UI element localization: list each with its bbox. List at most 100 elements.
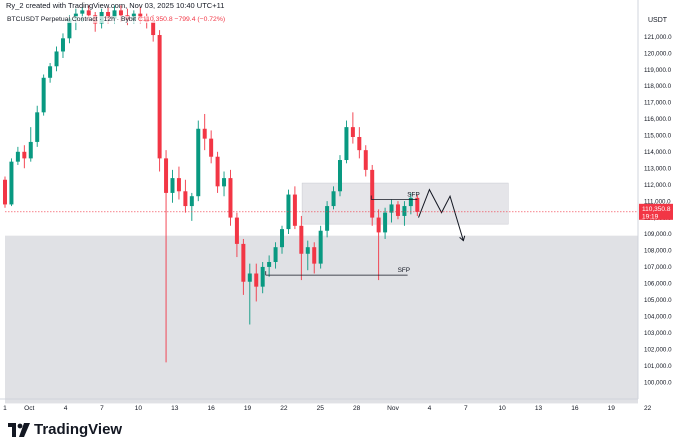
candle-body: [395, 204, 400, 216]
price-tick-label: 102,000.0: [644, 346, 672, 353]
price-tick-label: 100,000.0: [644, 379, 672, 386]
candle-body: [151, 21, 156, 36]
time-tick-label: 7: [100, 405, 104, 412]
brand-name: TradingView: [34, 421, 123, 438]
time-tick-label: 28: [353, 405, 361, 412]
price-tick-label: 105,000.0: [644, 297, 672, 304]
price-tick-label: 112,000.0: [644, 182, 672, 189]
tradingview-logo[interactable]: TradingView: [8, 421, 122, 438]
candle-body: [415, 197, 420, 212]
candle-body: [376, 217, 381, 233]
candle-body: [408, 197, 413, 207]
time-tick-label: 19: [244, 405, 252, 412]
candle-body: [9, 161, 14, 205]
candle-body: [254, 273, 259, 287]
candle-body: [60, 38, 65, 52]
last-price-tag: [639, 203, 673, 220]
candle-body: [189, 196, 194, 207]
last-price-value: 110,350.8: [642, 206, 671, 213]
tradingview-logo-icon: [8, 422, 30, 437]
candle-body: [292, 194, 297, 226]
candle-body: [350, 127, 355, 137]
sfp-label: SFP: [407, 191, 419, 198]
candle-body: [48, 66, 53, 78]
candle-body: [80, 10, 85, 14]
time-tick-label: 13: [535, 405, 543, 412]
time-tick-label: 16: [207, 405, 215, 412]
price-axis[interactable]: 100,000.0 101,000.0 102,000.0 103,000.0 104,…: [637, 0, 672, 399]
price-tick-label: 101,000.0: [644, 363, 672, 370]
projection-path: [418, 188, 464, 241]
time-tick-label: 4: [64, 405, 68, 412]
candle-body: [234, 217, 239, 244]
candle-body: [22, 151, 27, 159]
candle-body: [331, 191, 336, 207]
candle-body: [383, 212, 388, 233]
candle-body: [344, 127, 349, 161]
time-tick-label: 16: [571, 405, 579, 412]
candle-body: [363, 150, 368, 170]
candle-body: [86, 10, 91, 16]
candle-body: [325, 206, 330, 231]
symbol-legend: BTCUSDT Perpetual Contract · 12h · Bybit…: [7, 16, 226, 23]
candle-body: [157, 35, 162, 159]
candle-body: [357, 136, 362, 151]
supply-zone: [301, 182, 509, 225]
candle-body: [106, 12, 111, 19]
time-tick-label: 13: [171, 405, 179, 412]
price-tick-label: 118,000.0: [644, 83, 672, 90]
candle-body: [54, 51, 59, 67]
candle-body: [247, 273, 252, 282]
candle-body: [35, 112, 40, 142]
price-tick-label: 119,000.0: [644, 67, 672, 74]
time-tick-label: Oct: [24, 405, 34, 412]
candles: [3, 5, 420, 363]
candle-body: [28, 141, 33, 159]
candle-body: [176, 178, 181, 192]
chart-zones: [5, 182, 638, 404]
candle-body: [402, 206, 407, 216]
time-tick-label: 4: [428, 405, 432, 412]
price-tick-label: 116,000.0: [644, 116, 672, 123]
currency-label: USDT: [648, 17, 668, 24]
time-axis[interactable]: 1 Oct 4 7 10 13 16 19 22 25 28 Nov 4 7 10 13 16 19 22: [0, 398, 652, 412]
last-price-marker: 110,350.819:19: [5, 203, 673, 220]
candle-body: [312, 247, 317, 264]
candle-body: [260, 266, 265, 287]
candle-body: [118, 10, 123, 16]
time-tick-label: Nov: [387, 405, 399, 412]
sfp-label: SFP: [398, 267, 410, 274]
candle-body: [183, 191, 188, 207]
candle-body: [196, 128, 201, 197]
price-tick-label: 106,000.0: [644, 281, 672, 288]
candle-body: [41, 77, 46, 113]
candle-body: [280, 229, 285, 248]
time-tick-label: 7: [464, 405, 468, 412]
price-tick-label: 114,000.0: [644, 149, 672, 156]
candle-body: [3, 179, 7, 205]
candle-body: [267, 261, 272, 267]
symbol-name[interactable]: BTCUSDT Perpetual Contract · 12h · Bybit: [7, 16, 137, 23]
price-tick-label: 109,000.0: [644, 231, 672, 238]
candle-body: [202, 128, 207, 139]
candle-body: [337, 160, 342, 192]
ohlc-values: C110,350.8 −799.4 (−0.72%): [137, 16, 226, 23]
chart-credit: Ry_2 created with TradingView.com, Nov 0…: [6, 1, 225, 10]
time-tick-label: 10: [135, 405, 143, 412]
time-tick-label: 25: [317, 405, 325, 412]
price-tick-label: 121,000.0: [644, 34, 672, 41]
candle-body: [389, 204, 394, 213]
time-tick-label: 10: [499, 405, 507, 412]
time-tick-label: 22: [644, 405, 652, 412]
candle-body: [318, 230, 323, 264]
candle-body: [273, 247, 278, 262]
candle-body: [112, 10, 117, 19]
price-tick-label: 107,000.0: [644, 264, 672, 271]
price-tick-label: 103,000.0: [644, 330, 672, 337]
last-price-countdown: 19:19: [642, 213, 659, 220]
candle-body: [228, 178, 233, 218]
candle-body: [222, 178, 227, 187]
candle-body: [164, 158, 169, 193]
projection-arrowhead: [459, 235, 466, 242]
